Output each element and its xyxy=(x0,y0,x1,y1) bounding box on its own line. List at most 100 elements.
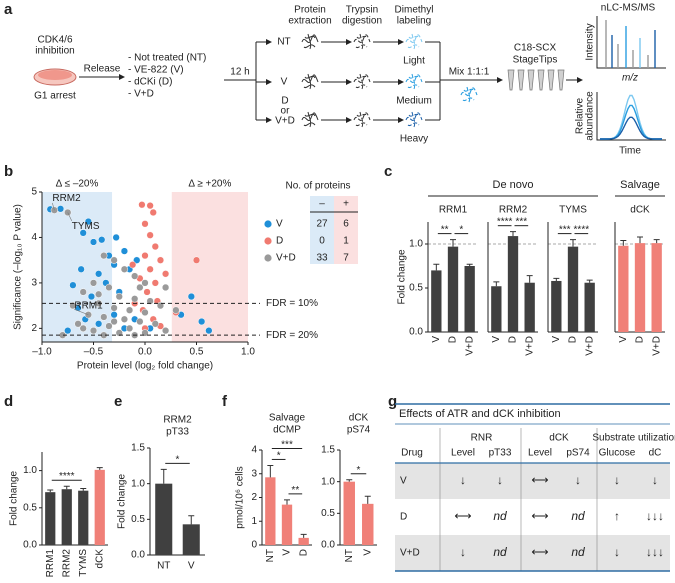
data-point xyxy=(146,231,154,239)
table-cell: ↓ xyxy=(460,473,466,487)
y-tick-label: 3 xyxy=(31,278,37,289)
table-title: Effects of ATR and dCK inhibition xyxy=(399,408,561,420)
significance-label: *** xyxy=(559,225,571,236)
data-point xyxy=(56,205,65,213)
count-value: 1 xyxy=(343,236,349,247)
threshold-label: FDR = 20% xyxy=(266,330,318,341)
workflow-label: CDK4/6 xyxy=(37,35,72,46)
data-point xyxy=(141,220,149,228)
table-cell: ⟷ xyxy=(531,473,548,487)
y-axis-label: Significance (–log₁₀ P value) xyxy=(13,204,24,330)
bar xyxy=(464,266,475,332)
count-column-header: + xyxy=(343,199,349,210)
data-point xyxy=(112,233,120,242)
data-point xyxy=(146,265,154,273)
workflow-label: Trypsin xyxy=(346,5,378,16)
x-tick-label: V xyxy=(551,336,562,343)
group-header: Substrate utilization xyxy=(592,433,675,444)
data-point xyxy=(133,256,141,264)
error-bar xyxy=(96,467,103,470)
data-point xyxy=(151,279,159,287)
panel-letter: a xyxy=(4,1,13,18)
workflow-label: NT xyxy=(277,37,290,48)
data-point xyxy=(146,297,154,305)
data-point xyxy=(105,322,113,330)
y-tick-label: 0.0 xyxy=(23,540,37,551)
data-point xyxy=(87,292,96,301)
error-bar xyxy=(637,236,643,244)
chart-title: dCK xyxy=(630,205,650,216)
data-point xyxy=(89,326,98,335)
error-bar xyxy=(510,231,516,237)
table-cell: ↓ xyxy=(652,473,658,487)
workflow-label: labeling xyxy=(397,16,431,27)
significance-label: *** xyxy=(281,439,293,450)
data-point xyxy=(79,229,87,237)
significance-label: * xyxy=(176,454,180,465)
data-point xyxy=(187,292,196,301)
y-tick-label: 1 xyxy=(251,516,257,527)
y-axis-label: Fold change xyxy=(397,249,408,304)
x-tick-label: D xyxy=(635,336,646,343)
x-tick-label: V xyxy=(618,336,629,343)
y-tick-label: 2 xyxy=(31,323,37,334)
x-tick-label: V+D xyxy=(584,336,595,356)
chart-title: RRM2 xyxy=(499,205,528,216)
table-cell: V xyxy=(400,476,407,487)
data-point xyxy=(149,208,157,217)
bar xyxy=(651,243,662,332)
x-tick-label: 1.0 xyxy=(241,347,255,358)
significance-label: **** xyxy=(574,225,590,236)
column-header: Level xyxy=(451,448,475,459)
stagetip-icon xyxy=(517,69,525,91)
labeled-peptide-icon xyxy=(405,33,423,50)
region-label: Δ ≥ +20% xyxy=(188,179,231,190)
bar xyxy=(551,280,562,332)
mixed-peptide-icon xyxy=(460,86,478,103)
error-bar xyxy=(364,495,371,504)
stagetip-icon xyxy=(547,69,555,91)
workflow-label: nLC-MS/MS xyxy=(601,3,656,14)
error-bar xyxy=(553,277,560,281)
column-header: pT33 xyxy=(489,448,512,459)
significance-label: ** xyxy=(441,225,449,236)
x-tick-label: 0.0 xyxy=(138,347,152,358)
workflow-label: Time xyxy=(619,146,641,157)
workflow-label: digestion xyxy=(342,16,382,27)
workflow-label: 12 h xyxy=(230,67,249,78)
data-point xyxy=(95,320,103,328)
table-cell: ↓ xyxy=(497,473,503,487)
workflow-label: - VE-822 (V) xyxy=(128,65,184,76)
error-bar xyxy=(346,479,353,482)
y-tick-label: 1.0 xyxy=(409,239,423,250)
data-point xyxy=(69,301,77,310)
chart-title: RRM2 xyxy=(163,415,192,426)
x-tick-label: NT xyxy=(265,549,276,562)
count-title: No. of proteins xyxy=(285,181,350,192)
chromatogram-axes xyxy=(596,92,666,141)
chromatogram-peak xyxy=(600,104,662,140)
group-label: Salvage xyxy=(620,179,660,191)
error-bar xyxy=(570,239,576,247)
bar xyxy=(431,270,442,332)
y-tick-label: 1.0 xyxy=(23,465,37,476)
data-point xyxy=(151,242,159,251)
workflow-label: D xyxy=(281,96,288,107)
workflow-label: StageTips xyxy=(513,55,558,66)
workflow-label: - Not treated (NT) xyxy=(128,53,206,64)
x-tick-label: RRM1 xyxy=(45,549,56,578)
panel-letter: f xyxy=(222,393,228,410)
data-point xyxy=(136,317,144,326)
x-tick-label: V xyxy=(362,549,373,556)
point-label: RRM2 xyxy=(52,193,81,204)
error-bar xyxy=(620,239,627,246)
bar xyxy=(182,524,200,555)
panel-letter: e xyxy=(114,393,122,410)
workflow-label: - V+D xyxy=(128,89,154,100)
column-header: Glucose xyxy=(599,448,636,459)
x-tick-label: NT xyxy=(344,549,355,562)
stagetip-icon xyxy=(527,69,535,91)
x-axis-label: Protein level (log₂ fold change) xyxy=(77,361,213,372)
workflow-label: Mix 1:1:1 xyxy=(449,67,490,78)
data-point xyxy=(131,272,139,280)
